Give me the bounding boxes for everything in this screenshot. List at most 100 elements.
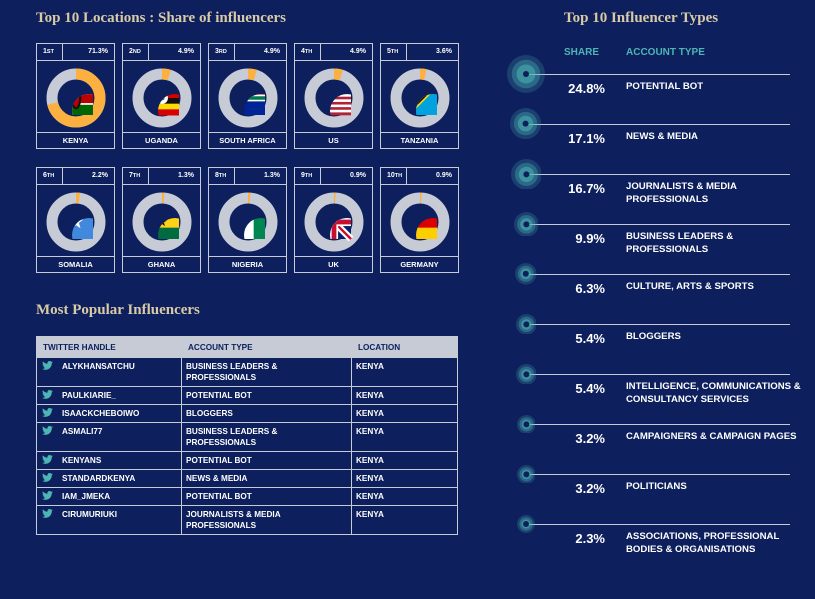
twitter-icon	[42, 509, 53, 518]
card-header-divider	[234, 44, 235, 60]
location-share-label: 2.2%	[92, 172, 108, 179]
type-name: Campaigners & Campaign Pages	[626, 431, 797, 442]
table-cell-location: KENYA	[351, 404, 458, 423]
table-row: ALYKHANSATCHU BUSINESS LEADERS & PROFESSI…	[36, 357, 458, 387]
location-card: 5TH 3.6% TANZANIA	[380, 43, 459, 149]
location-rank-suffix: TH	[394, 173, 403, 179]
type-divider-line	[526, 174, 790, 175]
type-share-value: 2.3%	[575, 531, 605, 546]
type-row: 3.2% Politicians	[500, 464, 815, 524]
donut-share-arc	[333, 68, 343, 81]
location-donut	[132, 68, 192, 128]
location-card: 8TH 1.3% NIGERIA	[208, 167, 287, 273]
location-share-label: 4.9%	[178, 48, 194, 55]
location-card-header: 2ND 4.9%	[123, 44, 200, 61]
card-header-divider	[234, 168, 235, 184]
twitter-handle: IAM_JMEKA	[62, 492, 111, 501]
type-name: Business Leaders & Professionals	[626, 231, 734, 255]
table-cell-account-type: BLOGGERS	[181, 404, 352, 423]
table-row: ASMALI77 BUSINESS LEADERS & PROFESSIONALS…	[36, 422, 458, 452]
location-name: GERMANY	[381, 256, 458, 272]
location-card-header: 6TH 2.2%	[37, 168, 114, 185]
country-flag-icon	[330, 218, 354, 242]
country-flag-icon	[416, 94, 441, 119]
table-row: ISAACKCHEBOIWO BLOGGERS KENYA	[36, 404, 458, 423]
type-share-value: 3.2%	[575, 481, 605, 496]
location-share-label: 0.9%	[436, 172, 452, 179]
location-rank: 1ST	[43, 48, 54, 55]
twitter-icon	[42, 390, 53, 399]
country-flag-icon	[416, 218, 437, 239]
location-rank: 7TH	[129, 172, 140, 179]
type-divider-line	[526, 74, 790, 75]
type-divider-line	[526, 274, 790, 275]
location-share-label: 1.3%	[178, 172, 194, 179]
card-header-divider	[406, 44, 407, 60]
location-rank-suffix: TH	[390, 49, 399, 55]
type-row: 16.7% Journalists & Media Professionals	[500, 158, 815, 224]
location-card-header: 5TH 3.6%	[381, 44, 458, 61]
location-rank-number: 9	[301, 172, 305, 179]
twitter-icon	[42, 426, 53, 435]
type-share-dot	[510, 158, 542, 190]
location-rank-number: 3	[215, 48, 219, 55]
table-cell-account-type: POTENTIAL BOT	[181, 451, 352, 470]
location-name: UGANDA	[123, 132, 200, 148]
location-rank-suffix: TH	[132, 173, 141, 179]
location-card-header: 10TH 0.9%	[381, 168, 458, 185]
country-flag-icon	[330, 94, 351, 116]
location-rank: 9TH	[301, 172, 312, 179]
locations-title: Top 10 Locations : Share of influencers	[36, 10, 287, 26]
table-cell-account-type: POTENTIAL BOT	[181, 487, 352, 506]
location-donut	[390, 68, 450, 128]
table-cell-location: KENYA	[351, 469, 458, 488]
location-name: TANZANIA	[381, 132, 458, 148]
location-name: NIGERIA	[209, 256, 286, 272]
type-share-value: 3.2%	[575, 431, 605, 446]
type-share-dot	[516, 414, 536, 434]
location-donut	[132, 192, 192, 252]
location-rank-suffix: ST	[46, 49, 54, 55]
table-cell-account-type: JOURNALISTS & MEDIA PROFESSIONALS	[181, 505, 352, 535]
type-divider-line	[526, 124, 790, 125]
twitter-handle: ISAACKCHEBOIWO	[62, 409, 140, 418]
donut-share-arc	[47, 68, 106, 128]
location-rank-suffix: RD	[218, 49, 227, 55]
table-cell-handle: PAULKIARIE_	[36, 386, 182, 405]
type-divider-line	[526, 324, 790, 325]
table-row: PAULKIARIE_ POTENTIAL BOT KENYA	[36, 386, 458, 405]
location-card-header: 8TH 1.3%	[209, 168, 286, 185]
table-cell-handle: ALYKHANSATCHU	[36, 357, 182, 387]
location-card-header: 4TH 4.9%	[295, 44, 372, 61]
table-header-row: TWITTER HANDLE ACCOUNT TYPE LOCATION	[36, 336, 458, 358]
type-name: News & Media	[626, 131, 698, 142]
table-cell-location: KENYA	[351, 505, 458, 535]
location-rank-suffix: TH	[304, 49, 313, 55]
location-donut	[46, 68, 106, 128]
twitter-handle: ASMALI77	[62, 427, 103, 436]
table-cell-handle: ASMALI77	[36, 422, 182, 452]
col-header-handle: TWITTER HANDLE	[36, 336, 182, 358]
table-cell-handle: IAM_JMEKA	[36, 487, 182, 506]
table-cell-handle: ISAACKCHEBOIWO	[36, 404, 182, 423]
twitter-icon	[42, 361, 53, 370]
type-share-value: 17.1%	[568, 131, 605, 146]
type-row: 5.4% Bloggers	[500, 313, 815, 374]
card-header-divider	[148, 168, 149, 184]
twitter-handle: CIRUMURIUKI	[62, 510, 118, 519]
card-header-divider	[62, 168, 63, 184]
table-cell-account-type: BUSINESS LEADERS & PROFESSIONALS	[181, 422, 352, 452]
location-share-label: 3.6%	[436, 48, 452, 55]
location-rank: 8TH	[215, 172, 226, 179]
table-cell-location: KENYA	[351, 357, 458, 387]
location-donut	[390, 192, 450, 252]
col-header-type: ACCOUNT TYPE	[181, 336, 352, 358]
table-cell-account-type: BUSINESS LEADERS & PROFESSIONALS	[181, 357, 352, 387]
location-rank: 2ND	[129, 48, 141, 55]
twitter-icon	[42, 408, 53, 417]
table-cell-location: KENYA	[351, 451, 458, 470]
donut-share-arc	[247, 68, 257, 81]
type-row: 9.9% Business Leaders & Professionals	[500, 211, 815, 274]
table-row: IAM_JMEKA POTENTIAL BOT KENYA	[36, 487, 458, 506]
location-card-header: 9TH 0.9%	[295, 168, 372, 185]
